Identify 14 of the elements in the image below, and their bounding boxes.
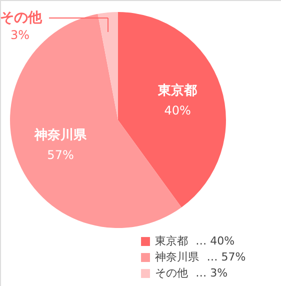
slice-label: 神奈川県 [34,126,88,143]
slice-label: 東京都 [157,82,198,99]
pie-slice [98,12,118,120]
text: … 3% [196,266,228,280]
text: … 40% [196,234,235,248]
legend-label: 東京都 [155,234,188,248]
slice-label: その他 [0,10,43,26]
pie-slice [118,12,226,208]
legend-label: 神奈川県 [155,250,199,264]
legend-label: その他 [155,266,188,280]
data-label: 3% [10,28,30,42]
data-label: 57% [47,148,74,162]
text: … 57% [206,250,246,264]
data-label: 40% [164,104,191,118]
